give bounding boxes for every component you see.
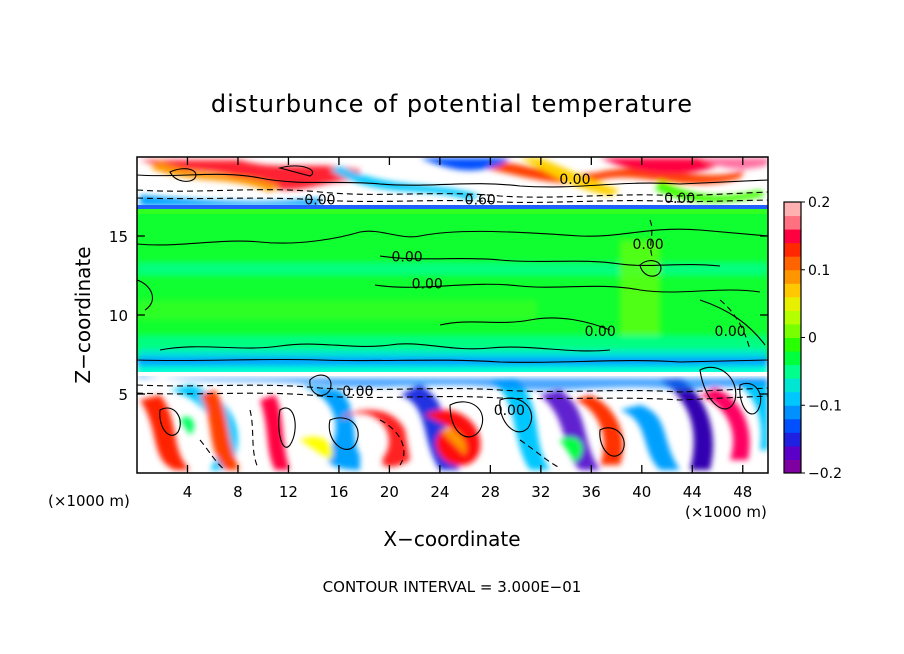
x-tick-label: 40 — [632, 483, 651, 501]
contour-interval-note: CONTOUR INTERVAL = 3.000E−01 — [323, 578, 582, 596]
chart-title: disturbunce of potential temperature — [211, 90, 693, 118]
x-tick-label: 48 — [733, 483, 752, 501]
colorbar-swatch — [784, 202, 801, 217]
colorbar-swatch — [784, 283, 801, 298]
colorbar-swatch — [784, 296, 801, 311]
contour-value-label: 0.00 — [412, 276, 443, 292]
colorbar-tick-label: −0.2 — [808, 466, 842, 482]
x-tick-label: 44 — [683, 483, 702, 501]
colorbar-swatch — [784, 432, 801, 447]
x-unit-left: (×1000 m) — [48, 492, 130, 510]
y-tick-label: 10 — [109, 307, 128, 325]
mid-band — [137, 209, 768, 376]
colorbar-swatch — [784, 418, 801, 433]
colorbar-swatch — [784, 445, 801, 460]
colorbar-swatch — [784, 364, 801, 379]
contour-value-label: 0.00 — [342, 384, 373, 400]
x-tick-label: 8 — [233, 483, 243, 501]
x-tick-label: 20 — [380, 483, 399, 501]
x-axis: 4 8 12 16 20 24 28 32 36 40 44 48 — [183, 157, 752, 501]
lower-band — [137, 372, 768, 473]
y-tick-label: 15 — [109, 228, 128, 246]
x-tick-label: 12 — [279, 483, 298, 501]
colorbar-swatch — [784, 337, 801, 352]
contour-value-label: 0.00 — [494, 403, 525, 419]
contour-value-label: 0.00 — [559, 172, 590, 188]
contour-value-label: 0.00 — [304, 193, 335, 209]
colorbar-tick-label: 0.1 — [808, 263, 830, 279]
y-tick-label: 5 — [118, 386, 128, 404]
x-tick-label: 24 — [430, 483, 449, 501]
x-axis-label: X−coordinate — [383, 527, 520, 551]
contour-value-label: 0.00 — [715, 324, 746, 340]
colorbar-swatch — [784, 242, 801, 257]
colorbar-tick-label: 0 — [808, 331, 817, 347]
x-tick-label: 28 — [481, 483, 500, 501]
colorbar-swatch — [784, 229, 801, 244]
x-tick-label: 16 — [329, 483, 348, 501]
colorbar-tick-label: −0.1 — [808, 398, 842, 414]
contour-value-label: 0.60 — [465, 193, 496, 209]
x-tick-label: 4 — [183, 483, 193, 501]
contour-value-label: 0.00 — [585, 324, 616, 340]
colorbar-swatch — [784, 391, 801, 406]
colorbar-swatch — [784, 405, 801, 420]
colorbar-swatch — [784, 323, 801, 338]
colorbar-tick-label: 0.2 — [808, 195, 830, 211]
plot-area — [137, 157, 768, 473]
x-tick-label: 36 — [582, 483, 601, 501]
y-axis: 5 10 15 — [109, 228, 768, 404]
contour-labels: 0.00 0.60 0.00 0.00 0.00 0.00 0.00 0.00 0.00 0.00… — [304, 172, 745, 419]
contour-value-label: 0.00 — [633, 237, 664, 253]
colorbar-swatch — [784, 256, 801, 271]
colorbar — [783, 201, 802, 474]
contour-lines — [137, 165, 768, 457]
colorbar-swatch — [784, 269, 801, 284]
colorbar-swatch — [784, 459, 801, 474]
contour-value-label: 0.00 — [664, 191, 695, 207]
colorbar-labels: 0.2 0.1 0 −0.1 −0.2 — [801, 195, 842, 482]
x-tick-label: 32 — [531, 483, 550, 501]
colorbar-swatch — [784, 215, 801, 230]
colorbar-swatch — [784, 351, 801, 366]
colorbar-swatch — [784, 310, 801, 325]
x-unit-right: (×1000 m) — [685, 503, 767, 521]
colorbar-swatch — [784, 378, 801, 393]
dashed-contours — [137, 189, 768, 471]
contour-value-label: 0.00 — [391, 250, 422, 266]
y-axis-label: Z−coordinate — [71, 246, 95, 383]
